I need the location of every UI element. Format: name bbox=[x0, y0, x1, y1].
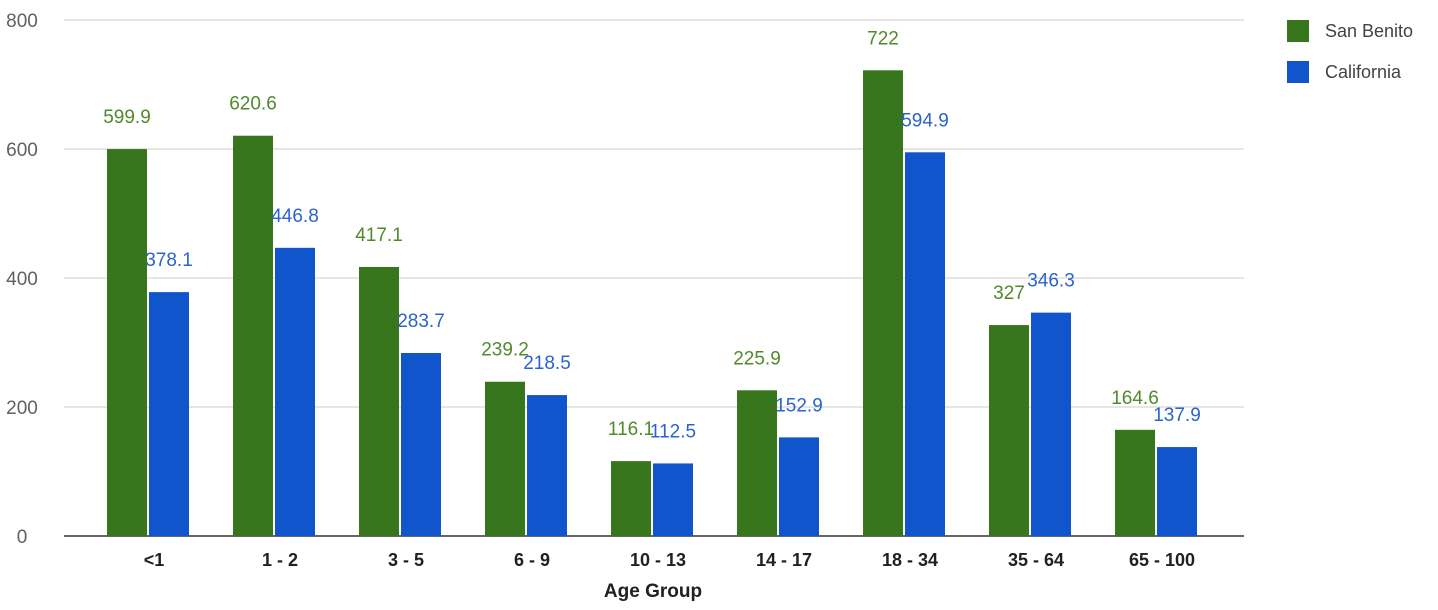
legend-label: California bbox=[1325, 62, 1402, 82]
data-label: 164.6 bbox=[1111, 388, 1159, 409]
x-axis-title: Age Group bbox=[604, 581, 702, 602]
data-label: 112.5 bbox=[650, 421, 696, 442]
data-label: 283.7 bbox=[397, 311, 445, 332]
legend-swatch bbox=[1287, 20, 1309, 42]
y-tick-label: 600 bbox=[6, 140, 38, 161]
bar-california bbox=[401, 353, 441, 536]
bar-california bbox=[653, 463, 693, 536]
data-label: 225.9 bbox=[733, 348, 781, 369]
x-tick-label: 1 - 2 bbox=[262, 550, 298, 570]
bar-san-benito bbox=[359, 266, 399, 536]
data-label: 722 bbox=[867, 28, 899, 49]
data-label: 327 bbox=[993, 283, 1025, 304]
bar-san-benito bbox=[863, 70, 903, 536]
x-tick-label: 35 - 64 bbox=[1008, 550, 1064, 570]
bar-san-benito bbox=[107, 149, 147, 536]
bar-california bbox=[905, 152, 945, 537]
data-label: 594.9 bbox=[901, 110, 949, 131]
y-tick-label: 0 bbox=[17, 527, 28, 548]
y-tick-label: 200 bbox=[6, 398, 38, 419]
data-label: 378.1 bbox=[145, 250, 193, 271]
y-tick-label: 800 bbox=[6, 11, 38, 32]
bar-california bbox=[527, 395, 567, 536]
legend: San Benito California bbox=[1287, 20, 1413, 83]
data-label: 116.1 bbox=[608, 419, 654, 440]
x-axis-ticks: <1 1 - 2 3 - 5 6 - 9 10 - 13 14 - 17 18 - 34 35… bbox=[144, 550, 1195, 570]
x-tick-label: 3 - 5 bbox=[388, 550, 424, 570]
x-tick-label: 18 - 34 bbox=[882, 550, 938, 570]
x-tick-label: 65 - 100 bbox=[1129, 550, 1195, 570]
data-labels: 599.9 378.1 620.6 446.8 417.1 283.7 239.2218.5… bbox=[103, 28, 1201, 442]
data-label: 599.9 bbox=[103, 107, 151, 128]
data-label: 137.9 bbox=[1153, 405, 1201, 426]
legend-label: San Benito bbox=[1325, 21, 1413, 41]
bar-san-benito bbox=[233, 135, 273, 536]
data-label: 620.6 bbox=[229, 94, 277, 115]
legend-swatch bbox=[1287, 61, 1309, 83]
x-tick-label: 10 - 13 bbox=[630, 550, 686, 570]
bar-san-benito bbox=[1115, 429, 1155, 536]
bar-san-benito bbox=[989, 325, 1029, 536]
bar-san-benito bbox=[737, 390, 777, 536]
bar-san-benito bbox=[485, 381, 525, 536]
x-tick-label: 14 - 17 bbox=[756, 550, 812, 570]
data-label: 239.2 bbox=[481, 340, 529, 361]
data-label: 346.3 bbox=[1027, 271, 1075, 292]
bar-california bbox=[275, 247, 315, 536]
y-tick-label: 400 bbox=[6, 269, 38, 290]
bar-california bbox=[1031, 312, 1071, 536]
x-tick-label: <1 bbox=[144, 550, 165, 570]
y-axis-ticks: 0 200 400 600 800 bbox=[6, 11, 38, 548]
bar-california bbox=[1157, 447, 1197, 536]
data-label: 152.9 bbox=[775, 395, 823, 416]
bar-san-benito bbox=[611, 461, 651, 536]
x-tick-label: 6 - 9 bbox=[514, 550, 550, 570]
bar-california bbox=[779, 437, 819, 536]
bars bbox=[107, 70, 1197, 537]
data-label: 417.1 bbox=[355, 225, 403, 246]
data-label: 446.8 bbox=[271, 206, 319, 227]
data-label: 218.5 bbox=[523, 353, 571, 374]
bar-california bbox=[149, 292, 189, 536]
